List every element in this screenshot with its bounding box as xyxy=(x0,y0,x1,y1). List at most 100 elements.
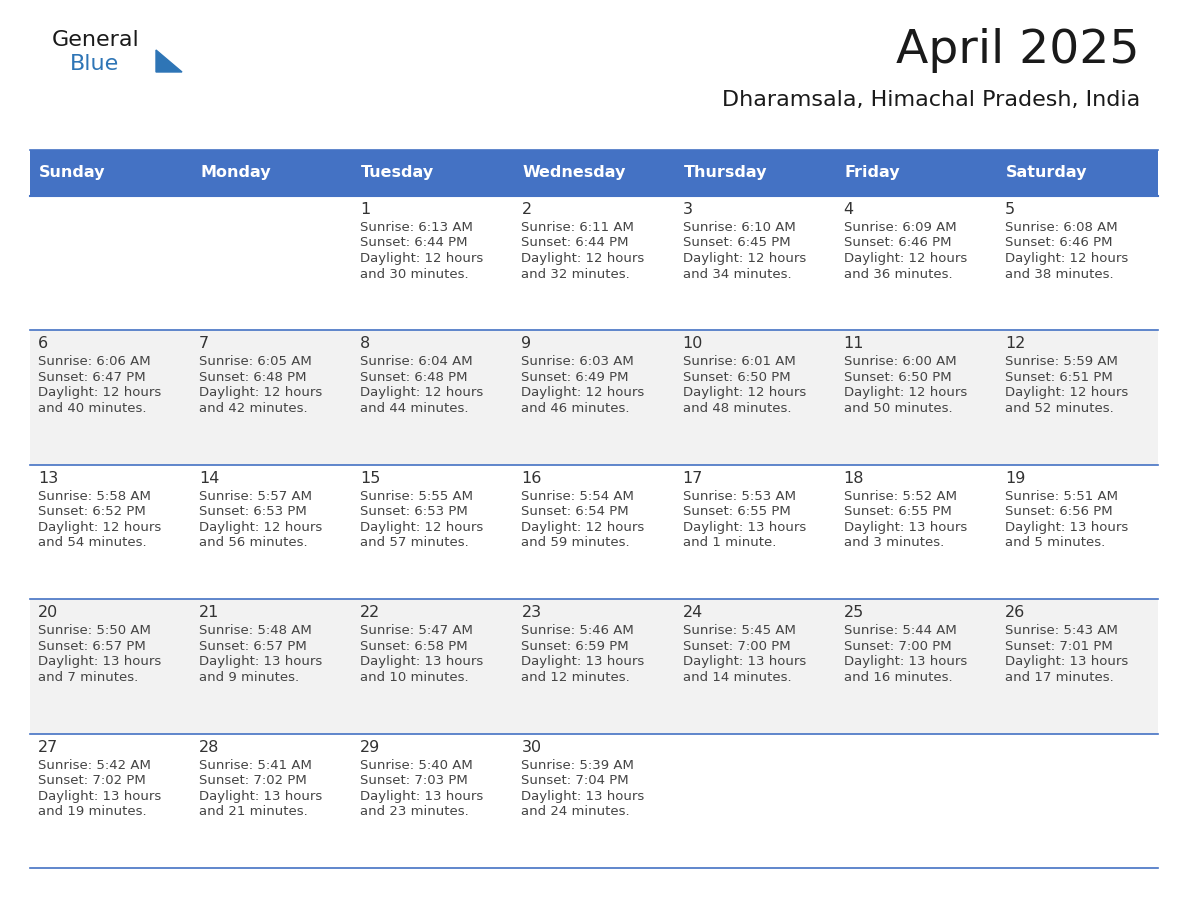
Text: Sunset: 6:57 PM: Sunset: 6:57 PM xyxy=(38,640,146,653)
Bar xyxy=(513,150,675,196)
Text: 29: 29 xyxy=(360,740,380,755)
Text: 11: 11 xyxy=(843,336,864,352)
Bar xyxy=(675,599,835,733)
Text: and 52 minutes.: and 52 minutes. xyxy=(1005,402,1113,415)
Text: Sunset: 6:44 PM: Sunset: 6:44 PM xyxy=(522,237,628,250)
Text: and 7 minutes.: and 7 minutes. xyxy=(38,671,138,684)
Text: Daylight: 12 hours: Daylight: 12 hours xyxy=(38,521,162,533)
Text: Daylight: 13 hours: Daylight: 13 hours xyxy=(843,521,967,533)
Text: Sunrise: 6:04 AM: Sunrise: 6:04 AM xyxy=(360,355,473,368)
Text: Sunrise: 5:51 AM: Sunrise: 5:51 AM xyxy=(1005,490,1118,503)
Bar xyxy=(835,733,997,868)
Text: and 1 minute.: and 1 minute. xyxy=(683,536,776,549)
Text: Daylight: 12 hours: Daylight: 12 hours xyxy=(1005,252,1129,265)
Text: Sunset: 6:47 PM: Sunset: 6:47 PM xyxy=(38,371,146,384)
Bar xyxy=(675,150,835,196)
Text: and 24 minutes.: and 24 minutes. xyxy=(522,805,630,818)
Text: Daylight: 13 hours: Daylight: 13 hours xyxy=(683,521,805,533)
Text: Sunset: 6:52 PM: Sunset: 6:52 PM xyxy=(38,505,146,519)
Text: Daylight: 12 hours: Daylight: 12 hours xyxy=(683,252,805,265)
Text: General: General xyxy=(52,30,140,50)
Bar xyxy=(675,330,835,465)
Text: Daylight: 13 hours: Daylight: 13 hours xyxy=(1005,655,1129,668)
Text: 7: 7 xyxy=(200,336,209,352)
Bar xyxy=(675,733,835,868)
Bar xyxy=(191,330,353,465)
Bar xyxy=(353,196,513,330)
Text: and 36 minutes.: and 36 minutes. xyxy=(843,267,953,281)
Text: Sunset: 6:54 PM: Sunset: 6:54 PM xyxy=(522,505,630,519)
Text: Monday: Monday xyxy=(200,165,271,181)
Text: 12: 12 xyxy=(1005,336,1025,352)
Text: Sunrise: 6:01 AM: Sunrise: 6:01 AM xyxy=(683,355,795,368)
Text: Daylight: 12 hours: Daylight: 12 hours xyxy=(360,521,484,533)
Text: Sunrise: 5:55 AM: Sunrise: 5:55 AM xyxy=(360,490,473,503)
Text: Sunrise: 5:46 AM: Sunrise: 5:46 AM xyxy=(522,624,634,637)
Text: and 40 minutes.: and 40 minutes. xyxy=(38,402,146,415)
Bar xyxy=(997,330,1158,465)
Text: and 44 minutes.: and 44 minutes. xyxy=(360,402,469,415)
Text: 24: 24 xyxy=(683,605,703,621)
Bar xyxy=(997,196,1158,330)
Text: 26: 26 xyxy=(1005,605,1025,621)
Text: 9: 9 xyxy=(522,336,531,352)
Text: Sunset: 7:02 PM: Sunset: 7:02 PM xyxy=(200,774,307,787)
Text: Sunset: 7:00 PM: Sunset: 7:00 PM xyxy=(843,640,952,653)
Text: and 17 minutes.: and 17 minutes. xyxy=(1005,671,1113,684)
Text: Sunset: 6:50 PM: Sunset: 6:50 PM xyxy=(843,371,952,384)
Bar xyxy=(30,465,191,599)
Text: and 10 minutes.: and 10 minutes. xyxy=(360,671,469,684)
Text: 1: 1 xyxy=(360,202,371,217)
Text: Sunset: 6:46 PM: Sunset: 6:46 PM xyxy=(843,237,952,250)
Text: Daylight: 13 hours: Daylight: 13 hours xyxy=(200,789,322,802)
Text: 4: 4 xyxy=(843,202,854,217)
Text: and 48 minutes.: and 48 minutes. xyxy=(683,402,791,415)
Bar xyxy=(30,599,191,733)
Text: Sunset: 7:00 PM: Sunset: 7:00 PM xyxy=(683,640,790,653)
Text: Sunset: 6:44 PM: Sunset: 6:44 PM xyxy=(360,237,468,250)
Text: Daylight: 12 hours: Daylight: 12 hours xyxy=(200,386,322,399)
Bar xyxy=(835,196,997,330)
Text: Sunrise: 6:13 AM: Sunrise: 6:13 AM xyxy=(360,221,473,234)
Text: Blue: Blue xyxy=(70,54,119,74)
Bar xyxy=(513,733,675,868)
Text: Sunrise: 5:57 AM: Sunrise: 5:57 AM xyxy=(200,490,312,503)
Text: and 21 minutes.: and 21 minutes. xyxy=(200,805,308,818)
Text: Sunset: 6:45 PM: Sunset: 6:45 PM xyxy=(683,237,790,250)
Text: Daylight: 13 hours: Daylight: 13 hours xyxy=(683,655,805,668)
Text: Sunset: 6:59 PM: Sunset: 6:59 PM xyxy=(522,640,630,653)
Text: Sunset: 6:48 PM: Sunset: 6:48 PM xyxy=(200,371,307,384)
Text: and 38 minutes.: and 38 minutes. xyxy=(1005,267,1113,281)
Bar xyxy=(191,196,353,330)
Text: Sunset: 6:48 PM: Sunset: 6:48 PM xyxy=(360,371,468,384)
Text: Sunset: 7:01 PM: Sunset: 7:01 PM xyxy=(1005,640,1113,653)
Bar xyxy=(835,330,997,465)
Text: Daylight: 12 hours: Daylight: 12 hours xyxy=(200,521,322,533)
Text: Sunrise: 6:10 AM: Sunrise: 6:10 AM xyxy=(683,221,795,234)
Text: Sunset: 6:55 PM: Sunset: 6:55 PM xyxy=(843,505,952,519)
Text: Sunday: Sunday xyxy=(39,165,106,181)
Text: Sunrise: 6:08 AM: Sunrise: 6:08 AM xyxy=(1005,221,1118,234)
Text: 14: 14 xyxy=(200,471,220,486)
Text: Sunrise: 5:41 AM: Sunrise: 5:41 AM xyxy=(200,758,312,772)
Text: and 23 minutes.: and 23 minutes. xyxy=(360,805,469,818)
Text: 2: 2 xyxy=(522,202,531,217)
Text: 25: 25 xyxy=(843,605,864,621)
Bar xyxy=(513,465,675,599)
Text: Daylight: 12 hours: Daylight: 12 hours xyxy=(683,386,805,399)
Text: Sunrise: 5:47 AM: Sunrise: 5:47 AM xyxy=(360,624,473,637)
Text: Sunrise: 6:05 AM: Sunrise: 6:05 AM xyxy=(200,355,312,368)
Text: Sunset: 7:03 PM: Sunset: 7:03 PM xyxy=(360,774,468,787)
Bar xyxy=(353,330,513,465)
Text: Sunrise: 5:39 AM: Sunrise: 5:39 AM xyxy=(522,758,634,772)
Text: and 46 minutes.: and 46 minutes. xyxy=(522,402,630,415)
Text: Sunrise: 5:48 AM: Sunrise: 5:48 AM xyxy=(200,624,312,637)
Bar xyxy=(675,465,835,599)
Text: 5: 5 xyxy=(1005,202,1015,217)
Text: Daylight: 13 hours: Daylight: 13 hours xyxy=(360,789,484,802)
Text: Friday: Friday xyxy=(845,165,901,181)
Text: Daylight: 12 hours: Daylight: 12 hours xyxy=(38,386,162,399)
Text: and 57 minutes.: and 57 minutes. xyxy=(360,536,469,549)
Text: Daylight: 13 hours: Daylight: 13 hours xyxy=(1005,521,1129,533)
Bar xyxy=(997,733,1158,868)
